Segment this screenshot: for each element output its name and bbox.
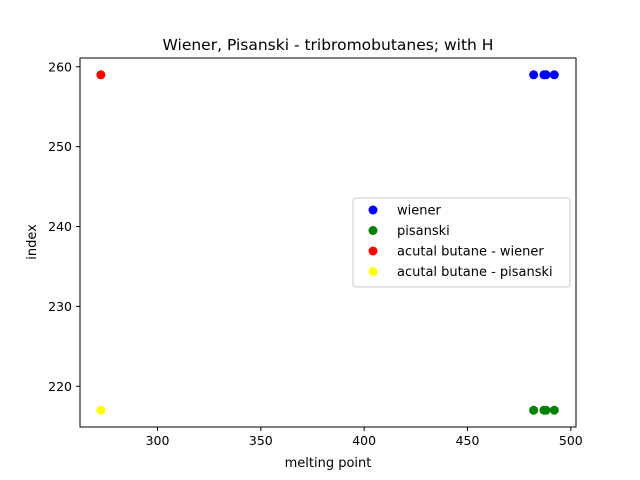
- y-tick-label: 260: [48, 59, 72, 74]
- series-1: [529, 405, 559, 415]
- y-tick-label: 230: [48, 299, 72, 314]
- legend-label: wiener: [397, 204, 441, 219]
- data-point: [549, 70, 559, 80]
- axes-frame: [79, 57, 577, 428]
- legend-marker: [368, 267, 378, 276]
- chart-title: Wiener, Pisanski - tribromobutanes; with…: [163, 36, 494, 54]
- series-2: [96, 70, 106, 80]
- legend-marker: [368, 205, 378, 215]
- data-point: [96, 70, 106, 80]
- data-point: [549, 405, 559, 415]
- y-tick-label: 220: [48, 379, 72, 394]
- x-tick-label: 500: [559, 433, 583, 448]
- y-tick-label: 250: [48, 139, 72, 154]
- x-tick-label: 350: [249, 433, 273, 448]
- data-point: [529, 70, 539, 80]
- x-axis-label: melting point: [285, 456, 372, 471]
- data-point: [529, 405, 539, 415]
- legend: wiener pisanski acutal butane - wiener acut…: [352, 197, 571, 288]
- legend-marker: [368, 246, 378, 256]
- legend-label: pisanski: [397, 224, 450, 239]
- series-3: [96, 405, 106, 415]
- legend-marker: [368, 226, 378, 235]
- data-point: [541, 405, 551, 415]
- legend-label: acutal butane - pisanski: [397, 265, 553, 280]
- x-tick-label: 400: [352, 433, 376, 448]
- x-tick-label: 450: [456, 433, 480, 448]
- data-point: [96, 405, 106, 415]
- plot-area: 300 350 400 450 500 220 230 240 250 260: [48, 57, 583, 448]
- legend-label: acutal butane - wiener: [397, 245, 544, 260]
- legend-box: [352, 197, 571, 288]
- data-point: [541, 70, 551, 80]
- y-axis-label: index: [25, 224, 40, 260]
- x-tick-label: 300: [146, 433, 170, 448]
- y-tick-label: 240: [48, 219, 72, 234]
- series-0: [529, 70, 559, 80]
